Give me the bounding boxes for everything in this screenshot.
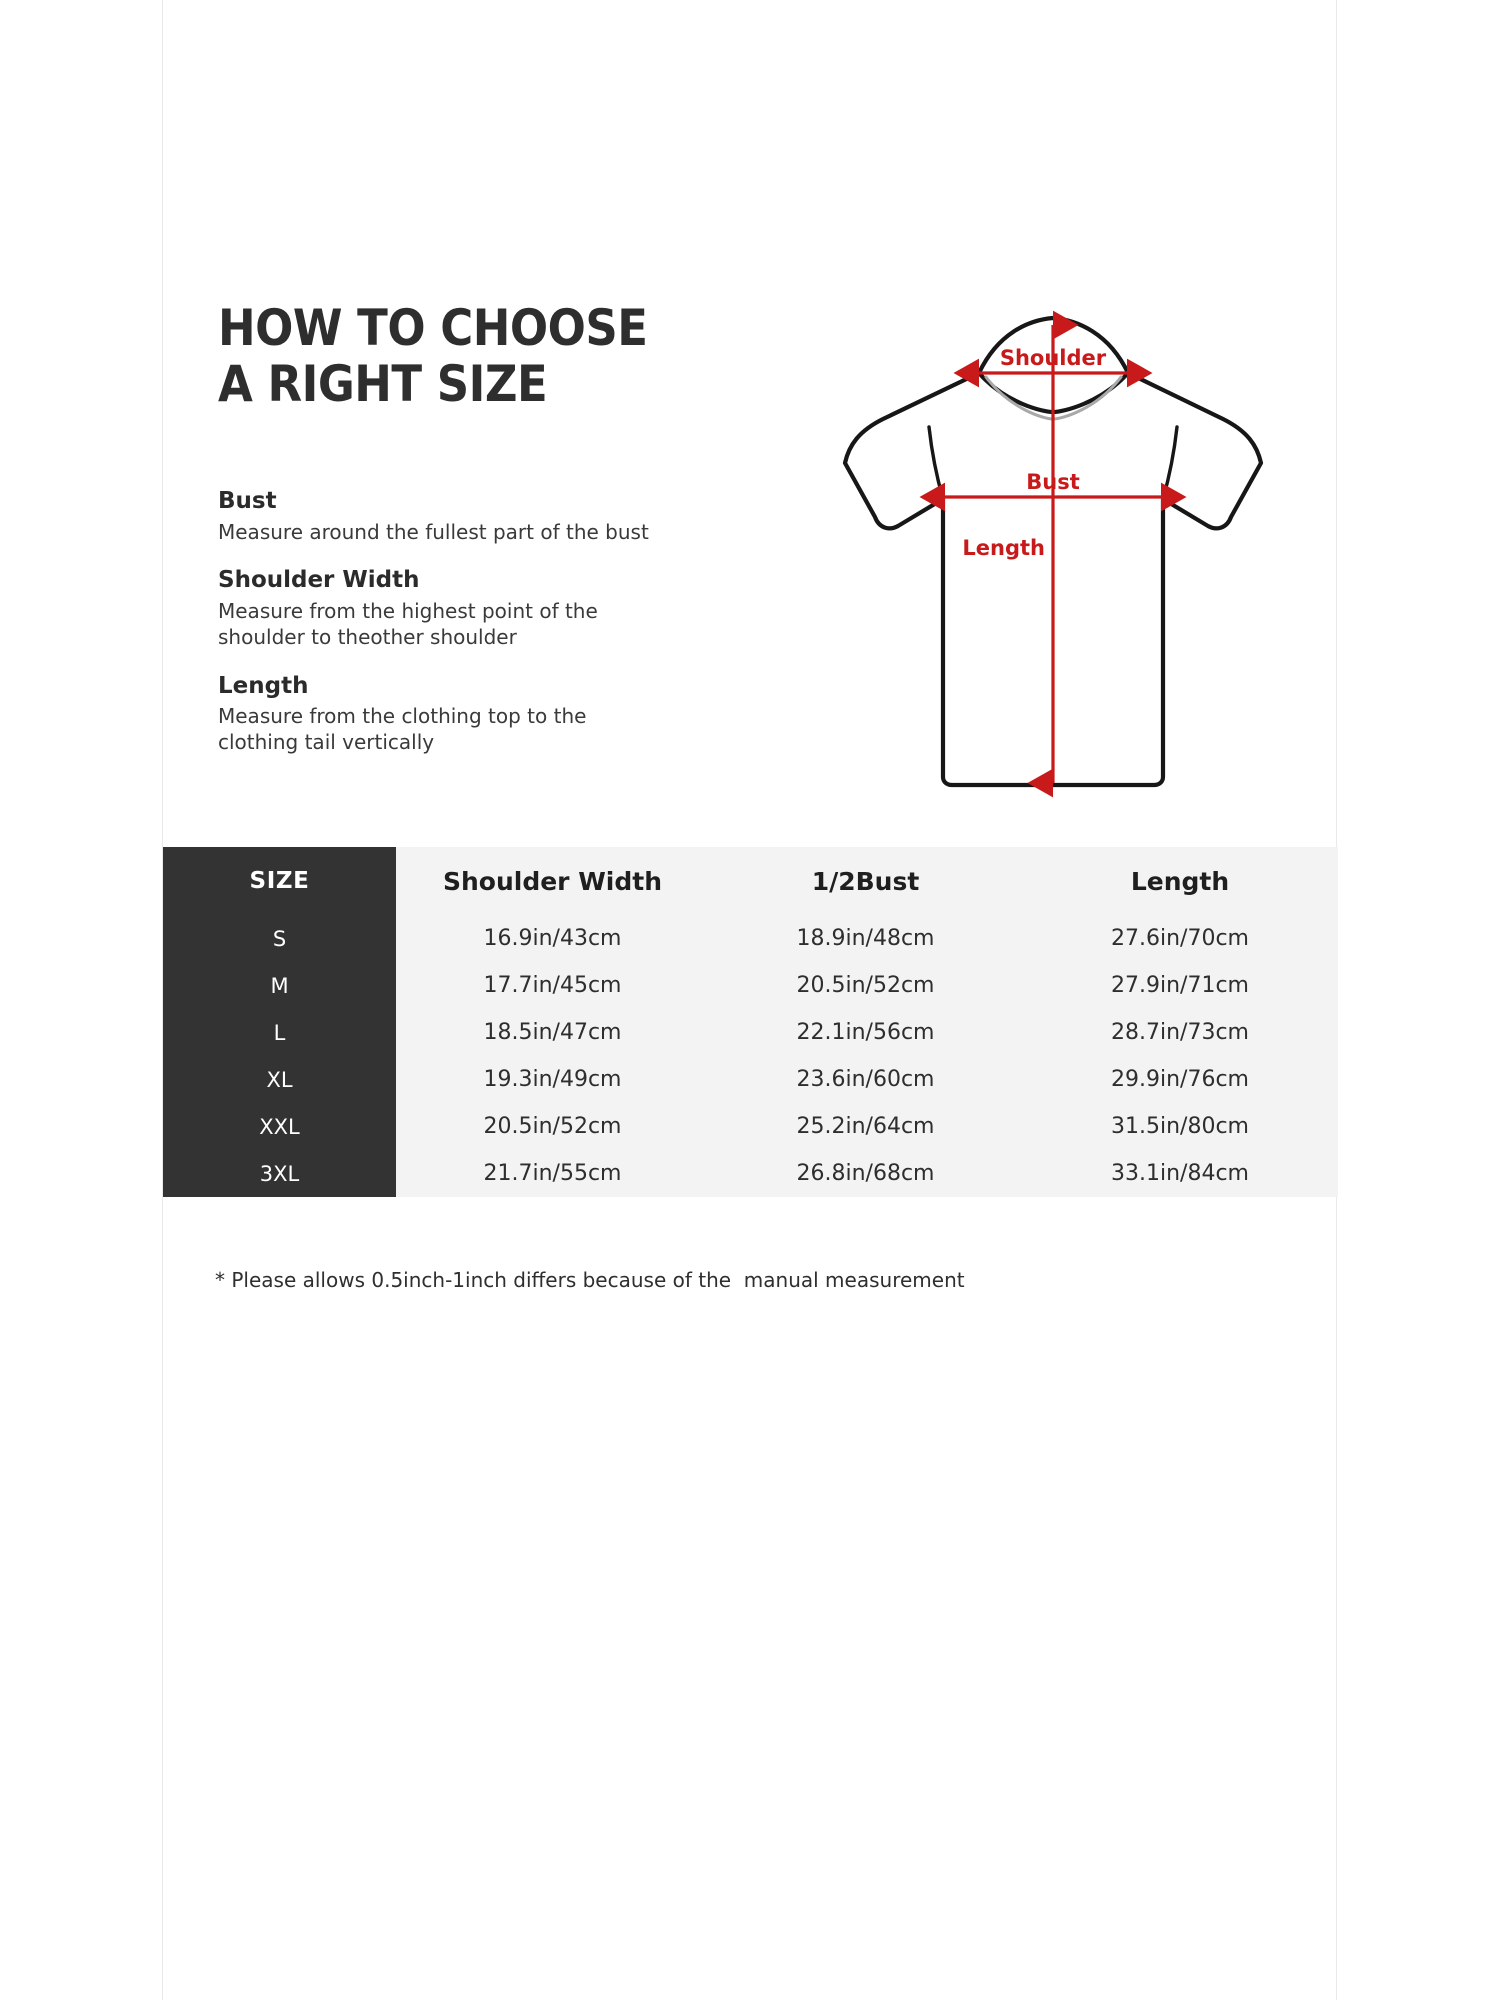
definition-description: Measure around the fullest part of the b…: [218, 519, 649, 544]
cell-shoulder: 18.5in/47cm: [396, 1009, 709, 1056]
cell-size: XL: [163, 1056, 396, 1103]
measurement-definitions: Bust Measure around the fullest part of …: [218, 487, 718, 777]
definition-shoulder-width: Shoulder Width Measure from the highest …: [218, 566, 718, 650]
cell-length: 29.9in/76cm: [1022, 1056, 1338, 1103]
cell-bust: 23.6in/60cm: [709, 1056, 1022, 1103]
table-row: XXL 20.5in/52cm 25.2in/64cm 31.5in/80cm: [163, 1103, 1338, 1150]
cell-bust: 22.1in/56cm: [709, 1009, 1022, 1056]
page-title-line-2: A RIGHT SIZE: [218, 355, 548, 413]
intro-section: HOW TO CHOOSE A RIGHT SIZE Bust Measure …: [163, 0, 1336, 850]
definition-description: Measure from the clothing top to the clo…: [218, 704, 587, 755]
cell-length: 31.5in/80cm: [1022, 1103, 1338, 1150]
definition-description: Measure from the highest point of the sh…: [218, 599, 598, 649]
cell-bust: 26.8in/68cm: [709, 1150, 1022, 1197]
cell-size: M: [163, 962, 396, 1009]
cell-length: 27.6in/70cm: [1022, 915, 1338, 962]
cell-shoulder: 21.7in/55cm: [396, 1150, 709, 1197]
table-row: 3XL 21.7in/55cm 26.8in/68cm 33.1in/84cm: [163, 1150, 1338, 1197]
cell-size: L: [163, 1009, 396, 1056]
cell-bust: 18.9in/48cm: [709, 915, 1022, 962]
cell-shoulder: 17.7in/45cm: [396, 962, 709, 1009]
size-table-element: SIZE Shoulder Width 1/2Bust Length S 16.…: [163, 847, 1338, 1197]
definition-term: Length: [218, 672, 309, 699]
column-header-size: SIZE: [163, 847, 396, 915]
page-title-line-1: HOW TO CHOOSE: [218, 299, 648, 357]
definition-term: Bust: [218, 488, 277, 514]
measurement-disclaimer: * Please allows 0.5inch-1inch differs be…: [215, 1268, 965, 1292]
table-row: XL 19.3in/49cm 23.6in/60cm 29.9in/76cm: [163, 1056, 1338, 1103]
tshirt-measurement-diagram: Shoulder Bust Length: [753, 285, 1293, 815]
cell-bust: 25.2in/64cm: [709, 1103, 1022, 1150]
cell-length: 33.1in/84cm: [1022, 1150, 1338, 1197]
cell-bust: 20.5in/52cm: [709, 962, 1022, 1009]
table-row: M 17.7in/45cm 20.5in/52cm 27.9in/71cm: [163, 962, 1338, 1009]
length-measure-label: Length: [962, 536, 1045, 560]
size-chart-card: HOW TO CHOOSE A RIGHT SIZE Bust Measure …: [162, 0, 1338, 2000]
table-row: S 16.9in/43cm 18.9in/48cm 27.6in/70cm: [163, 915, 1338, 962]
definition-length: Length Measure from the clothing top to …: [218, 672, 718, 756]
cell-size: 3XL: [163, 1150, 396, 1197]
definition-bust: Bust Measure around the fullest part of …: [218, 487, 718, 545]
table-header-row: SIZE Shoulder Width 1/2Bust Length: [163, 847, 1338, 915]
cell-size: XXL: [163, 1103, 396, 1150]
column-header-half-bust: 1/2Bust: [709, 847, 1022, 915]
column-header-shoulder-width: Shoulder Width: [396, 847, 709, 915]
definition-term: Shoulder Width: [218, 567, 420, 594]
cell-size: S: [163, 915, 396, 962]
cell-shoulder: 19.3in/49cm: [396, 1056, 709, 1103]
cell-length: 28.7in/73cm: [1022, 1009, 1338, 1056]
cell-shoulder: 16.9in/43cm: [396, 915, 709, 962]
size-table: SIZE Shoulder Width 1/2Bust Length S 16.…: [163, 847, 1338, 1235]
column-header-length: Length: [1022, 847, 1338, 915]
cell-length: 27.9in/71cm: [1022, 962, 1338, 1009]
page-title: HOW TO CHOOSE A RIGHT SIZE: [218, 300, 738, 412]
table-row: L 18.5in/47cm 22.1in/56cm 28.7in/73cm: [163, 1009, 1338, 1056]
cell-shoulder: 20.5in/52cm: [396, 1103, 709, 1150]
